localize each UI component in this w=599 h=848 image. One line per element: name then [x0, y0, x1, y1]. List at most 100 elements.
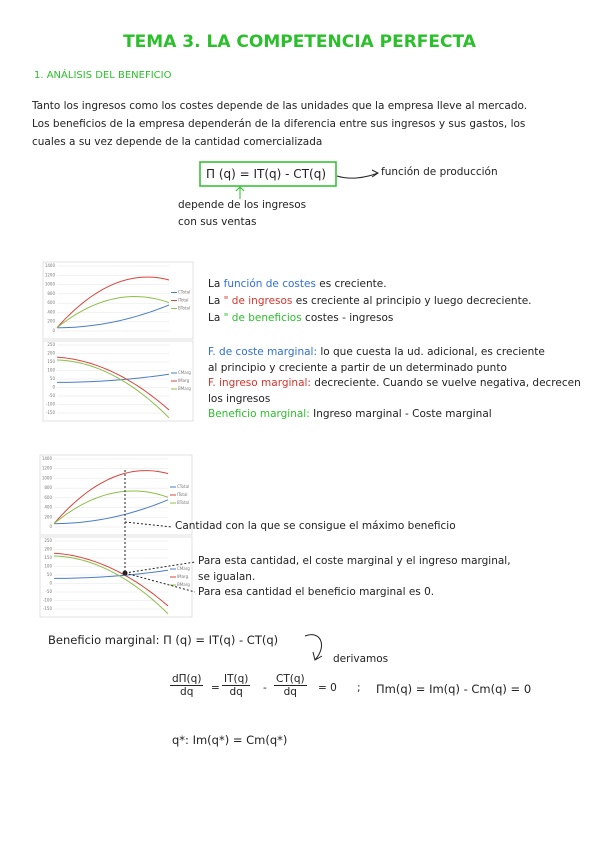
denominator: dq [283, 686, 297, 698]
equals: = [211, 682, 220, 694]
intro-line: Tanto los ingresos como los costes depen… [32, 100, 528, 112]
text-line: Para esta cantidad, el coste marginal y … [198, 555, 511, 567]
y-tick-label: 200 [47, 351, 55, 356]
derivation-line: Beneficio marginal: Π (q) = IT(q) - CT(q… [48, 633, 279, 647]
text-segment: " de ingresos [223, 295, 293, 307]
text-segment: F. de coste marginal: [208, 346, 317, 358]
y-tick-label: 200 [44, 547, 52, 552]
y-tick-label: 250 [47, 342, 55, 347]
curve [53, 499, 169, 525]
y-tick-label: 250 [44, 538, 52, 543]
y-tick-label: 200 [44, 514, 52, 519]
y-tick-label: -100 [46, 402, 56, 407]
y-tick-label: -50 [45, 589, 52, 594]
text-line: los ingresos [208, 393, 270, 405]
y-tick-label: -50 [48, 393, 55, 398]
text-segment: función de costes [223, 278, 316, 290]
arrow [235, 186, 245, 199]
curve [53, 569, 169, 579]
text-line: La " de beneficios costes - ingresos [208, 312, 393, 324]
guide-line [124, 572, 196, 593]
curve [56, 296, 170, 329]
y-tick-label: 100 [47, 368, 55, 373]
fraction: IT(q) dq [222, 673, 251, 698]
text-segment: " de beneficios [223, 312, 302, 324]
intro-line: cuales a su vez depende de la cantidad c… [32, 136, 323, 148]
chart-frame [39, 536, 193, 618]
legend-label: CTotal [178, 290, 190, 295]
title: TEMA 3. LA COMPETENCIA PERFECTA [123, 32, 476, 52]
y-tick-label: 400 [47, 309, 55, 314]
y-tick-label: 0 [49, 524, 52, 529]
text-segment: La [208, 278, 224, 290]
text-line: La función de costes es creciente. [208, 278, 387, 290]
y-tick-label: -150 [46, 410, 56, 415]
denominator: dq [229, 686, 243, 698]
y-tick-label: 0 [49, 581, 52, 586]
text-line: se igualan. [198, 571, 256, 583]
y-tick-label: 100 [44, 564, 52, 569]
y-tick-label: 600 [47, 300, 55, 305]
text-line: Beneficio marginal: Ingreso marginal - C… [208, 408, 492, 420]
text-segment: F. ingreso marginal: [208, 377, 311, 389]
text-segment: es creciente. [315, 278, 387, 290]
curve [56, 359, 170, 419]
legend-label: ITotal [178, 298, 189, 303]
fraction: CT(q) dq [274, 673, 307, 698]
numerator: dΠ(q) [170, 673, 204, 686]
optimum: q*: Im(q*) = Cm(q*) [172, 733, 288, 747]
intro-line: Los beneficios de la empresa dependerán … [32, 118, 526, 130]
formula-note: función de producción [381, 166, 498, 178]
curve [56, 304, 170, 329]
equals-zero: = 0 [318, 682, 337, 694]
section-title: 1. ANÁLISIS DEL BENEFICIO [34, 70, 172, 81]
legend-label: BMarg [178, 386, 191, 391]
legend-label: CMarg [177, 566, 190, 571]
y-tick-label: 1000 [42, 475, 53, 480]
y-tick-label: 50 [50, 376, 56, 381]
y-tick-label: -100 [43, 598, 53, 603]
curve [56, 356, 170, 411]
minus: - [263, 682, 267, 694]
y-tick-label: 1200 [45, 272, 56, 277]
text-segment: costes - ingresos [301, 312, 394, 324]
chart-frame [39, 454, 193, 536]
legend-label: IMarg [178, 378, 190, 383]
y-tick-label: 0 [52, 328, 55, 333]
y-tick-label: 1400 [45, 263, 56, 268]
derivamos: derivamos [333, 653, 389, 665]
curve [56, 373, 170, 383]
text-segment: Beneficio marginal: [208, 408, 310, 420]
y-tick-label: 1400 [42, 456, 53, 461]
y-tick-label: 0 [52, 385, 55, 390]
legend-label: IMarg [177, 574, 189, 579]
curve [53, 490, 169, 524]
text-line: F. de coste marginal: lo que cuesta la u… [208, 346, 545, 358]
y-tick-label: 150 [44, 555, 52, 560]
legend-label: BTotal [177, 500, 189, 505]
y-tick-label: 1000 [45, 282, 56, 287]
y-tick-label: 150 [47, 359, 55, 364]
legend-label: BTotal [178, 306, 190, 311]
y-tick-label: -150 [43, 606, 53, 611]
text-line: al principio y creciente a partir de un … [208, 362, 507, 374]
chart-frame [42, 261, 194, 340]
text-line: F. ingreso marginal: decreciente. Cuando… [208, 377, 581, 389]
marginal-equation: Πm(q) = Im(q) - Cm(q) = 0 [376, 682, 532, 696]
legend-label: BMarg [177, 582, 190, 587]
separator: ; [357, 682, 361, 694]
legend-label: ITotal [177, 492, 188, 497]
max-line: Cantidad con la que se consigue el máxim… [175, 520, 456, 532]
legend-label: CMarg [178, 370, 191, 375]
y-tick-label: 600 [44, 495, 52, 500]
denominator: dq [180, 686, 194, 698]
y-tick-label: 200 [47, 319, 55, 324]
curve [53, 552, 169, 607]
arrow [304, 634, 323, 661]
curve [53, 555, 169, 615]
text-segment: es creciente al principio y luego decrec… [292, 295, 532, 307]
text-segment: decreciente. Cuando se vuelve negativa, … [310, 377, 581, 389]
arrow [336, 172, 379, 179]
